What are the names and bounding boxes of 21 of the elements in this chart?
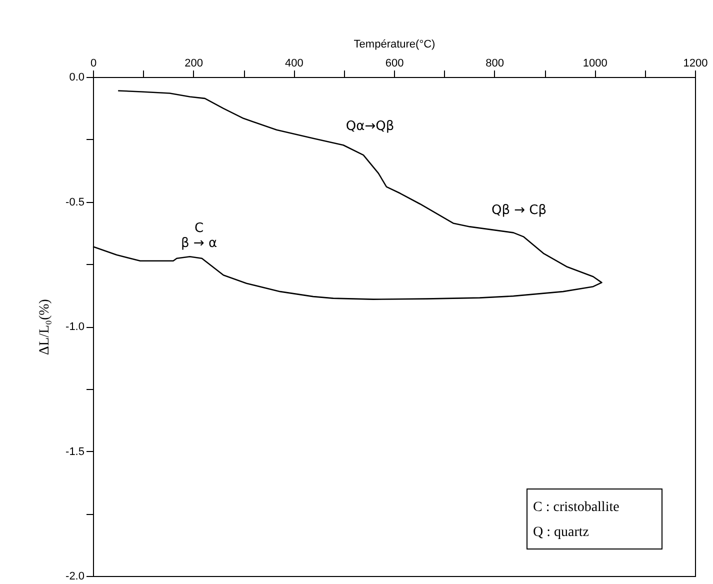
annotation: Qα→Qβ bbox=[346, 119, 394, 134]
x-tick-label: 800 bbox=[486, 58, 504, 70]
x-tick-label: 1000 bbox=[582, 58, 608, 70]
x-tick-label: 200 bbox=[184, 58, 204, 70]
x-tick-label: 1200 bbox=[683, 58, 708, 70]
annotation: C : cristoballite bbox=[533, 500, 620, 515]
y-tick-label: -1.0 bbox=[66, 321, 84, 333]
annotation: C bbox=[194, 221, 204, 236]
y-tick-label: 0.0 bbox=[69, 72, 84, 84]
y-tick-label: -1.5 bbox=[66, 446, 84, 458]
x-tick-label: 0 bbox=[90, 58, 97, 70]
line-series bbox=[92, 90, 602, 300]
y-tick-label: -2.0 bbox=[66, 570, 84, 582]
annotation: Qβ → Cβ bbox=[491, 203, 547, 218]
y-axis-title: ΔL/L₀(%) bbox=[38, 298, 53, 355]
x-axis-title: Température(°C) bbox=[354, 38, 436, 50]
annotation: β → α bbox=[180, 236, 218, 251]
x-tick-label: 600 bbox=[385, 58, 404, 70]
y-tick-label: -0.5 bbox=[66, 196, 84, 208]
annotation: Q : quartz bbox=[533, 525, 589, 540]
x-tick-label: 400 bbox=[284, 58, 304, 70]
